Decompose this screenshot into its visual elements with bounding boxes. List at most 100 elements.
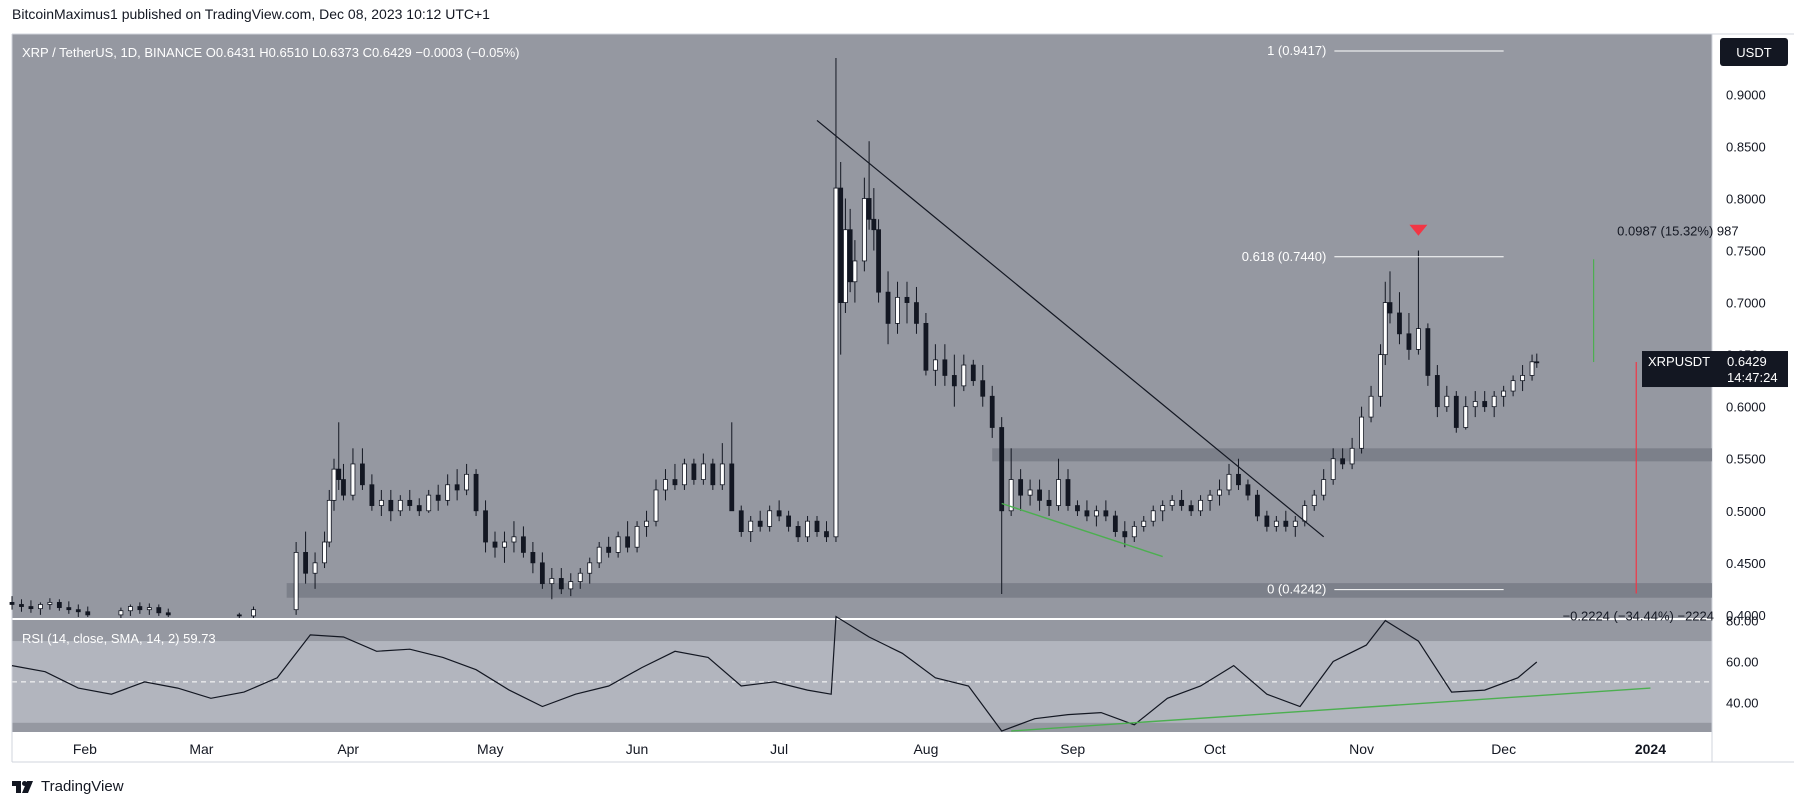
candle-body [85,611,91,616]
price-axis-tick: 0.6000 [1726,400,1766,415]
rsi-axis-tick: 80.00 [1726,614,1759,629]
candle-body [577,572,583,582]
currency-button[interactable] [1720,38,1788,66]
candle-body [66,607,72,611]
sell-marker-icon [1409,224,1428,236]
time-axis-tick: Dec [1491,741,1516,757]
candle-body [729,463,735,512]
candle-body [999,427,1005,512]
price-axis-tick: 0.5500 [1726,452,1766,467]
price-divergence-line[interactable] [1001,502,1163,558]
candle-body [156,607,162,614]
candle-body [56,601,62,608]
last-price-value: 0.6429 [1727,354,1767,369]
candle-body [1444,395,1450,408]
candle-body [942,359,948,376]
candle-body [1188,505,1194,512]
time-axis-tick: Jul [770,741,788,757]
last-price-countdown: 14:47:24 [1727,370,1778,385]
candle-body [127,606,133,612]
candle-body [1387,302,1393,314]
candle-body [1529,361,1535,376]
candle-body [805,520,810,538]
candle-body [700,463,706,480]
last-price-badge [1642,351,1788,388]
candle-body [1491,395,1497,408]
legend-h-label: H [256,45,269,60]
candle-body [1018,479,1024,496]
time-axis-tick: 2024 [1635,741,1666,757]
candle-body [426,494,432,512]
candle-body [1245,484,1251,496]
rsi-divergence-line[interactable] [1011,687,1651,732]
candle-body [483,510,488,543]
candle-body [1150,510,1156,522]
candle-body [757,520,763,527]
last-price-symbol: XRPUSDT [1648,354,1710,369]
price-axis-tick: 0.4500 [1726,556,1766,571]
time-axis-tick: Oct [1204,741,1226,757]
candle-body [1382,302,1388,356]
candle-body [961,364,967,387]
descending-resistance-line[interactable] [816,119,1325,538]
candle-body [1397,312,1402,335]
rsi-axis-tick: 60.00 [1726,654,1759,669]
candle-body [795,525,801,538]
candle-body [989,395,995,428]
candle-body [1103,510,1109,517]
fib-level-label: 1 (0.9417) [1267,43,1326,58]
candle-body [663,479,668,491]
candle-body [1255,494,1260,517]
candle-body [1207,494,1213,501]
candle-body [932,359,938,371]
candle-body [530,552,536,564]
candles [9,57,1540,618]
candle-body [838,187,844,303]
candle-body [1406,333,1412,350]
fib-level-label: 0.618 (0.7440) [1242,249,1327,264]
candle-body [682,463,687,486]
candle-body [1226,473,1232,491]
candle-body [1425,328,1431,376]
time-axis-tick: Nov [1349,741,1374,757]
candle-body [1141,520,1147,527]
rsi-legend: RSI (14, close, SMA, 14, 2) 59.73 [22,631,216,646]
candle-body [1368,395,1374,418]
candle-body [521,536,526,553]
price-axis [1712,34,1794,762]
candle-body [1198,499,1203,512]
legend-c-value: 0.6429 [372,45,412,60]
tradingview-brand: TradingView [41,778,124,795]
candle-body [1160,505,1166,512]
candle-body [1349,447,1355,465]
candle-body [1292,520,1298,527]
candle-body [653,489,659,522]
candle-body [322,541,327,564]
currency-button-label: USDT [1736,45,1771,60]
candle-body [606,546,612,553]
candle-body [1330,458,1336,480]
candle-body [871,218,877,231]
candle-body [1084,510,1090,517]
candle-body [980,380,986,397]
candle-body [326,499,332,543]
legend-pair: XRP / TetherUS, 1D, BINANCE [22,45,202,60]
legend-c-label: C [359,45,372,60]
candle-body [904,296,910,303]
candle-body [843,229,848,303]
candle-body [852,260,858,283]
candle-body [1027,489,1033,496]
price-axis-tick: 0.4000 [1726,608,1766,623]
candle-body [861,198,867,262]
candle-body [331,468,337,501]
legend-h-value: 0.6510 [269,45,309,60]
time-axis-tick: Apr [337,741,359,757]
candle-body [118,610,124,616]
candle-body [1434,375,1440,408]
candle-body [824,531,829,538]
candle-body [1169,499,1175,506]
candle-body [435,494,441,501]
tradingview-logo[interactable]: TradingView [12,778,124,795]
candle-body [1453,395,1459,428]
